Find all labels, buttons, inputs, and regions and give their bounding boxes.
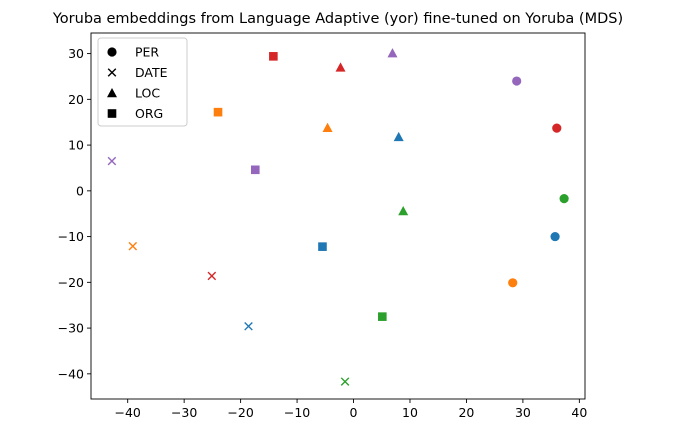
y-tick-label: 10 xyxy=(68,138,84,153)
data-point-x-stroke xyxy=(107,156,117,166)
legend-label: ORG xyxy=(135,106,163,121)
legend-marker-square xyxy=(107,109,117,118)
data-point-triangle xyxy=(322,122,333,132)
x-tick-label: 20 xyxy=(458,405,474,420)
x-axis: −40 −30 −20 −10 0 10 20 30 40 xyxy=(115,399,587,420)
x-tick-label: −30 xyxy=(171,405,197,420)
x-tick-label: −20 xyxy=(227,405,253,420)
legend-marker-x-stroke xyxy=(107,68,117,77)
y-axis: −40 −30 −20 −10 0 10 20 30 xyxy=(58,46,91,381)
data-point-x-stroke xyxy=(340,377,350,386)
x-tick-label: −40 xyxy=(115,405,141,420)
x-tick-label: −10 xyxy=(284,405,310,420)
y-tick-label: −30 xyxy=(58,321,84,336)
y-tick-label: 20 xyxy=(68,92,84,107)
data-point-square xyxy=(213,107,223,117)
x-tick-label: 30 xyxy=(515,405,531,420)
x-tick-label: 10 xyxy=(402,405,418,420)
data-point-x xyxy=(244,321,253,331)
y-tick-label: −40 xyxy=(58,366,84,381)
legend: PER DATE LOC ORG xyxy=(97,37,188,127)
legend-label: PER xyxy=(135,45,159,60)
y-tick-label: 0 xyxy=(76,183,84,198)
data-point-x-stroke xyxy=(207,271,217,281)
x-tick-label: 0 xyxy=(350,405,358,420)
data-point-circle xyxy=(550,231,560,242)
chart-title: Yoruba embeddings from Language Adaptive… xyxy=(52,11,623,27)
data-point-x xyxy=(107,156,117,166)
legend-marker-circle xyxy=(107,47,117,57)
data-point-triangle xyxy=(393,131,404,142)
y-tick-label: −10 xyxy=(58,229,84,244)
data-point-triangle xyxy=(335,62,346,72)
data-point-triangle xyxy=(387,48,398,58)
data-point-x-stroke xyxy=(244,321,253,331)
data-points xyxy=(107,48,569,386)
data-point-x xyxy=(340,377,350,386)
legend-marker-triangle xyxy=(107,88,117,98)
y-tick-label: 30 xyxy=(68,46,84,61)
data-point-x xyxy=(128,241,138,251)
data-point-square xyxy=(269,52,278,61)
data-point-circle xyxy=(512,76,522,86)
data-point-x xyxy=(207,271,217,281)
data-point-square xyxy=(378,312,387,321)
legend-box xyxy=(97,37,188,127)
legend-label: LOC xyxy=(135,86,160,101)
data-point-x-stroke xyxy=(128,241,138,251)
y-tick-label: −20 xyxy=(58,275,84,290)
x-tick-label: 40 xyxy=(571,405,587,420)
legend-label: DATE xyxy=(135,65,168,80)
data-point-triangle xyxy=(398,205,409,216)
data-point-circle xyxy=(508,278,518,288)
data-point-circle xyxy=(552,123,562,133)
legend-marker-x xyxy=(107,68,117,77)
data-point-square xyxy=(318,242,327,251)
data-point-circle xyxy=(559,194,569,204)
data-point-square xyxy=(250,165,260,175)
